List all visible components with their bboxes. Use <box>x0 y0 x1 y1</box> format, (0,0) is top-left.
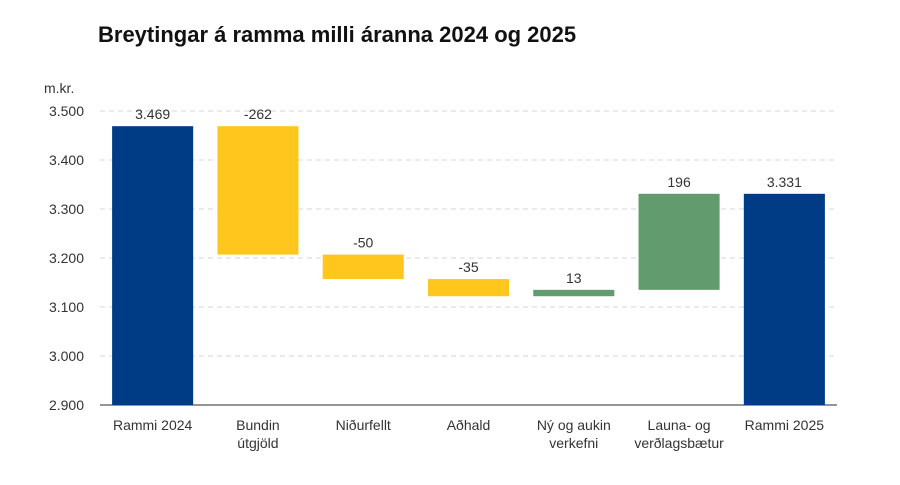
x-tick-label: verðlagsbætur <box>634 435 724 451</box>
y-tick-label: 3.000 <box>49 348 84 364</box>
bar-decrease <box>217 126 299 255</box>
y-axis-label: m.kr. <box>44 80 74 96</box>
x-tick-label: verkefni <box>549 435 598 451</box>
data-label: -262 <box>244 106 272 122</box>
y-tick-label: 2.900 <box>49 397 84 413</box>
x-tick-label: útgjöld <box>237 435 278 451</box>
chart-title: Breytingar á ramma milli áranna 2024 og … <box>98 22 577 47</box>
data-label: 3.331 <box>767 174 802 190</box>
x-tick-label: Rammi 2025 <box>745 417 825 433</box>
y-tick-label: 3.200 <box>49 250 84 266</box>
y-tick-label: 3.300 <box>49 201 84 217</box>
y-tick-label: 3.100 <box>49 299 84 315</box>
bar-total <box>112 126 194 405</box>
x-tick-label: Ný og aukin <box>537 417 611 433</box>
bar-total <box>743 193 825 405</box>
x-tick-label: Launa- og <box>648 417 711 433</box>
bar-decrease <box>427 279 510 297</box>
bar-decrease <box>322 254 404 280</box>
bar-increase <box>533 289 615 297</box>
x-tick-label: Bundin <box>236 417 280 433</box>
y-tick-label: 3.400 <box>49 152 84 168</box>
data-label: -50 <box>353 235 373 251</box>
bar-layer <box>112 126 825 405</box>
data-label: 13 <box>566 270 582 286</box>
grid-layer <box>100 110 837 406</box>
data-label: 196 <box>667 174 691 190</box>
x-tick-label: Niðurfellt <box>336 417 391 433</box>
data-label: -35 <box>458 259 478 275</box>
label-layer: 2.900 3.000 3.100 3.200 3.300 3.400 3.500 3.469… <box>49 103 824 451</box>
y-tick-label: 3.500 <box>49 103 84 119</box>
bar-increase <box>638 193 720 290</box>
x-tick-label: Aðhald <box>447 417 491 433</box>
data-label: 3.469 <box>135 106 170 122</box>
x-tick-label: Rammi 2024 <box>113 417 193 433</box>
